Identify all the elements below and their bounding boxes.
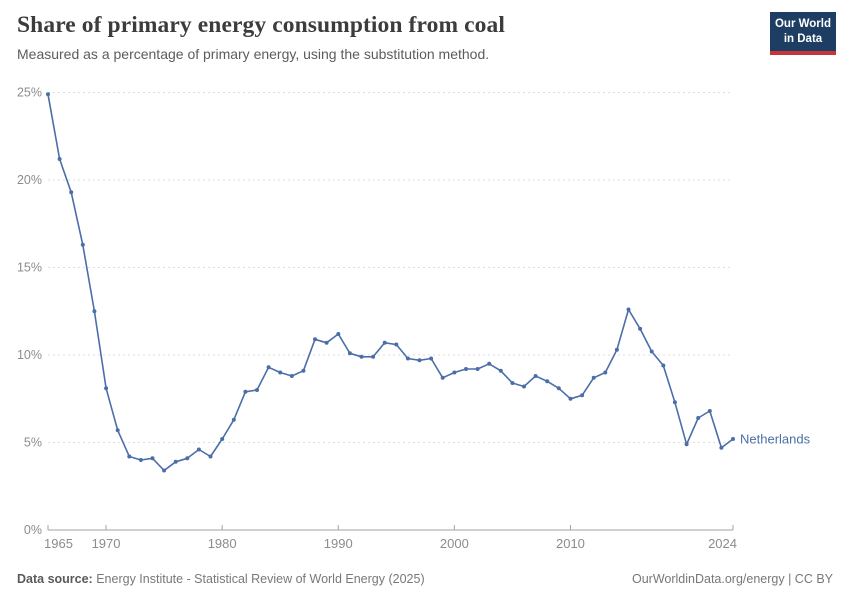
data-point-1985[interactable] bbox=[278, 370, 283, 375]
data-point-2016[interactable] bbox=[638, 326, 643, 331]
data-point-1995[interactable] bbox=[394, 342, 399, 347]
owid-logo-red-bar bbox=[770, 50, 836, 55]
data-point-1983[interactable] bbox=[255, 388, 259, 392]
data-point-2020[interactable] bbox=[684, 442, 689, 447]
data-point-1989[interactable] bbox=[324, 340, 329, 345]
data-point-2023[interactable] bbox=[719, 445, 724, 450]
data-point-2002[interactable] bbox=[475, 367, 480, 371]
data-point-2011[interactable] bbox=[580, 393, 585, 398]
data-point-2018[interactable] bbox=[661, 363, 666, 368]
owid-logo-line1: Our World bbox=[774, 18, 831, 30]
chart-title: Share of primary energy consumption from… bbox=[17, 12, 505, 38]
data-point-2021[interactable] bbox=[696, 416, 701, 420]
data-point-1976[interactable] bbox=[173, 459, 178, 464]
x-axis-label-1990: 1990 bbox=[324, 536, 353, 551]
y-axis-label-0%: 0% bbox=[24, 523, 42, 537]
data-point-1992[interactable] bbox=[359, 354, 364, 359]
data-point-1994[interactable] bbox=[382, 340, 387, 345]
data-point-1999[interactable] bbox=[440, 375, 445, 380]
data-source-label: Data source: bbox=[17, 572, 93, 586]
data-point-2009[interactable] bbox=[556, 386, 561, 391]
data-point-2012[interactable] bbox=[591, 375, 596, 380]
data-point-1973[interactable] bbox=[138, 458, 143, 462]
entity-label: Netherlands bbox=[740, 432, 811, 447]
owid-logo-box: Our World in Data bbox=[770, 12, 836, 51]
series-line-netherlands bbox=[47, 93, 734, 472]
data-point-1980[interactable] bbox=[220, 437, 225, 441]
data-point-1990[interactable] bbox=[336, 332, 341, 336]
data-source-text: Energy Institute - Statistical Review of… bbox=[96, 572, 425, 586]
data-point-2001[interactable] bbox=[464, 367, 468, 371]
y-axis-label-15%: 15% bbox=[17, 261, 42, 275]
data-point-2022[interactable] bbox=[707, 409, 712, 413]
data-point-2007[interactable] bbox=[533, 374, 538, 378]
data-point-2024[interactable] bbox=[731, 437, 735, 441]
data-point-1970[interactable] bbox=[104, 386, 109, 391]
data-point-1986[interactable] bbox=[289, 374, 294, 378]
chart-header: Share of primary energy consumption from… bbox=[17, 12, 760, 62]
data-point-1969[interactable] bbox=[92, 309, 97, 314]
x-axis-label-1970: 1970 bbox=[92, 536, 121, 551]
owid-logo[interactable]: Our World in Data bbox=[770, 12, 836, 55]
data-point-1977[interactable] bbox=[185, 456, 190, 461]
data-point-1965[interactable] bbox=[46, 92, 50, 97]
data-point-1997[interactable] bbox=[417, 358, 422, 363]
data-point-1978[interactable] bbox=[196, 447, 201, 452]
x-axis-label-1965: 1965 bbox=[44, 536, 73, 551]
data-point-1975[interactable] bbox=[162, 468, 167, 473]
data-point-2008[interactable] bbox=[545, 379, 550, 384]
x-axis-label-2010: 2010 bbox=[556, 536, 585, 551]
y-axis-label-20%: 20% bbox=[17, 173, 42, 187]
data-point-1967[interactable] bbox=[69, 190, 74, 195]
chart-footer: Data source: Energy Institute - Statisti… bbox=[17, 572, 833, 586]
data-point-1998[interactable] bbox=[429, 356, 434, 361]
data-point-1984[interactable] bbox=[266, 365, 271, 370]
data-point-2019[interactable] bbox=[672, 400, 677, 405]
x-axis-label-1980: 1980 bbox=[208, 536, 237, 551]
data-point-1996[interactable] bbox=[405, 356, 410, 361]
data-point-2003[interactable] bbox=[487, 361, 492, 366]
y-axis-label-5%: 5% bbox=[24, 436, 42, 450]
data-point-2004[interactable] bbox=[498, 368, 503, 373]
data-point-2014[interactable] bbox=[614, 347, 619, 352]
data-point-1974[interactable] bbox=[150, 456, 155, 461]
data-point-1972[interactable] bbox=[127, 454, 132, 459]
data-point-2013[interactable] bbox=[603, 370, 608, 375]
y-axis-label-25%: 25% bbox=[17, 86, 42, 100]
data-point-1988[interactable] bbox=[313, 337, 317, 342]
data-point-1987[interactable] bbox=[301, 368, 306, 373]
data-point-1982[interactable] bbox=[243, 389, 248, 394]
data-point-1979[interactable] bbox=[208, 454, 213, 459]
data-point-1966[interactable] bbox=[57, 157, 62, 161]
data-point-2010[interactable] bbox=[568, 396, 573, 401]
owid-logo-line2: in Data bbox=[783, 32, 823, 45]
data-source: Data source: Energy Institute - Statisti… bbox=[17, 572, 425, 586]
data-point-1971[interactable] bbox=[115, 428, 120, 433]
data-point-1981[interactable] bbox=[231, 417, 236, 422]
data-point-2005[interactable] bbox=[510, 381, 515, 385]
data-point-1993[interactable] bbox=[371, 354, 376, 359]
x-axis-label-2000: 2000 bbox=[440, 536, 469, 551]
y-axis-label-10%: 10% bbox=[17, 348, 42, 362]
data-point-2000[interactable] bbox=[452, 370, 457, 375]
footer-link[interactable]: OurWorldinData.org/energy | CC BY bbox=[631, 572, 833, 586]
data-point-2017[interactable] bbox=[649, 349, 654, 354]
data-point-2006[interactable] bbox=[522, 384, 526, 389]
data-point-1968[interactable] bbox=[80, 242, 85, 247]
data-point-1991[interactable] bbox=[347, 351, 352, 356]
chart-subtitle: Measured as a percentage of primary ener… bbox=[17, 46, 490, 62]
data-point-2015[interactable] bbox=[626, 307, 631, 312]
x-axis-label-2024: 2024 bbox=[708, 536, 737, 551]
